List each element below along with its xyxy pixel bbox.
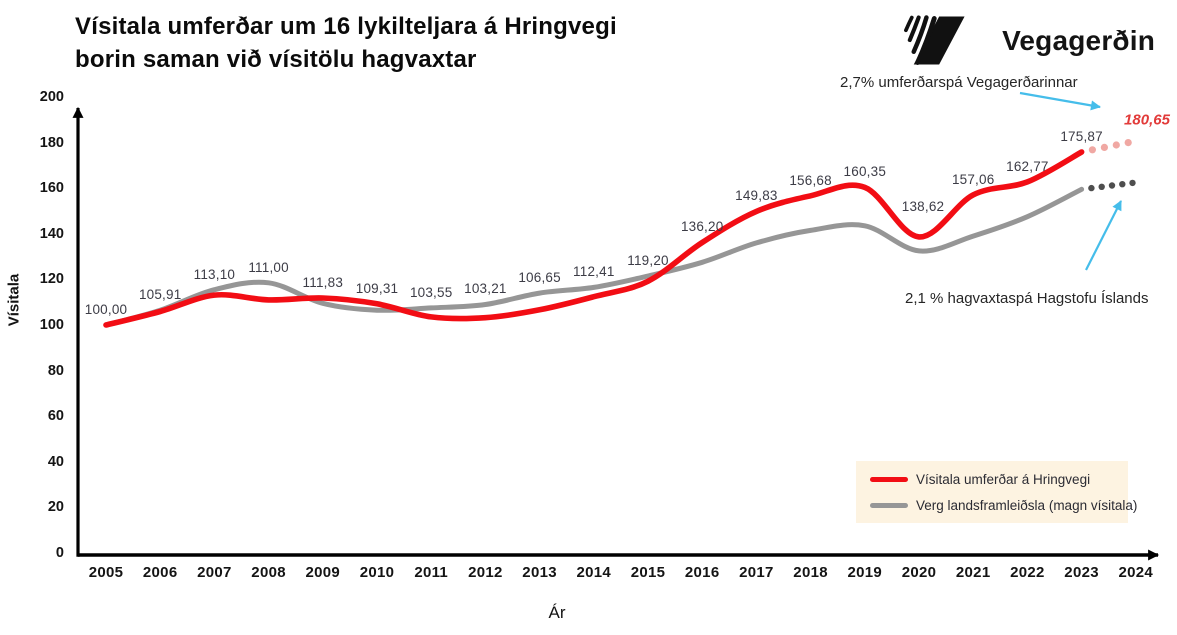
- data-label: 111,00: [248, 259, 289, 275]
- x-tick: 2019: [847, 564, 883, 581]
- x-tick: 2008: [251, 564, 286, 581]
- x-tick: 2015: [630, 564, 666, 581]
- chart-title: Vísitala umferðar um 16 lykilteljara á H…: [75, 11, 617, 76]
- data-label: 105,91: [138, 287, 182, 303]
- chart-title-line-2: borin saman við vísitölu hagvaxtar: [75, 45, 477, 73]
- x-tick: 2020: [901, 564, 937, 581]
- data-label: 149,83: [735, 188, 778, 204]
- legend-item-traffic: Vísitala umferðar á Hringvegi: [870, 472, 1128, 487]
- y-tick: 40: [47, 453, 64, 470]
- gdp-line-forecast-dot: [1119, 181, 1126, 188]
- chart-legend: Vísitala umferðar á Hringvegi Verg lands…: [856, 461, 1137, 523]
- traffic-line-forecast-dot: [1088, 146, 1096, 154]
- gdp-line: [103, 186, 1085, 328]
- legend-label-traffic: Vísitala umferðar á Hringvegi: [916, 471, 1091, 487]
- data-label: 100,00: [84, 302, 128, 317]
- x-tick: 2017: [739, 564, 774, 581]
- data-label: 112,41: [573, 264, 615, 280]
- legend-swatch-traffic: [870, 476, 908, 482]
- data-label: 103,21: [464, 281, 507, 297]
- vegagerdin-logo: Vegagerðin: [902, 13, 1155, 69]
- data-label: 162,77: [1006, 158, 1049, 174]
- x-tick: 2016: [684, 564, 720, 581]
- y-tick: 200: [39, 89, 64, 105]
- traffic-line-forecast-dot: [1124, 139, 1132, 147]
- y-tick: 180: [39, 134, 64, 151]
- y-tick: 160: [39, 180, 64, 197]
- traffic-line-forecast-dot: [1112, 141, 1120, 149]
- data-label: 103,55: [409, 284, 453, 300]
- x-tick: 2014: [576, 564, 612, 581]
- traffic-line-forecast-dot: [1100, 143, 1108, 151]
- y-tick: 120: [39, 271, 64, 288]
- x-tick: 2021: [955, 564, 991, 581]
- annotation-gdp-forecast: 2,1 % hagvaxtaspá Hagstofu Íslands: [905, 290, 1149, 307]
- traffic-line: [103, 149, 1085, 328]
- vegagerdin-logo-icon: [904, 15, 965, 65]
- x-tick: 2023: [1064, 564, 1099, 581]
- y-tick: 20: [47, 499, 64, 516]
- legend-item-gdp: Verg landsframleiðsla (magn vísitala): [870, 498, 1137, 513]
- data-label: 160,35: [843, 164, 887, 180]
- y-tick: 0: [55, 545, 64, 561]
- y-axis-label: Vísitala: [5, 273, 23, 327]
- vegagerdin-logo-text: Vegagerðin: [1002, 25, 1155, 56]
- x-tick: 2024: [1118, 564, 1154, 581]
- y-tick: 140: [39, 225, 64, 242]
- legend-label-gdp: Verg landsframleiðsla (magn vísitala): [916, 497, 1138, 513]
- y-tick: 60: [47, 408, 64, 425]
- gdp-line-forecast-dot: [1129, 179, 1136, 187]
- gdp-line-forecast-dot: [1108, 182, 1116, 189]
- y-tick: 80: [47, 362, 64, 379]
- x-tick: 2011: [414, 564, 449, 581]
- traffic-forecast-arrow: [1019, 91, 1101, 111]
- data-label: 106,65: [518, 270, 561, 286]
- data-label: 175,87: [1060, 129, 1103, 145]
- data-label: 119,20: [627, 252, 669, 268]
- gdp-line-forecast-dot: [1088, 184, 1095, 192]
- legend-swatch-gdp: [870, 502, 908, 508]
- gdp-forecast-arrow: [1085, 200, 1122, 271]
- data-label: 113,10: [193, 266, 236, 282]
- x-tick: 2018: [793, 564, 828, 581]
- x-tick: 2013: [522, 564, 557, 581]
- x-axis-label: Ár: [548, 603, 566, 622]
- x-tick: 2006: [142, 564, 178, 581]
- data-label: 156,68: [789, 172, 832, 188]
- data-label: 111,83: [302, 275, 344, 291]
- data-label: 109,31: [355, 280, 399, 296]
- gdp-line-forecast-dot: [1098, 183, 1105, 190]
- data-label: 157,06: [951, 171, 995, 187]
- x-tick: 2022: [1010, 564, 1045, 581]
- x-tick: 2012: [468, 564, 503, 581]
- x-tick: 2010: [359, 564, 395, 581]
- x-tick: 2005: [88, 564, 124, 581]
- data-label: 136,20: [680, 219, 724, 235]
- x-tick: 2007: [197, 564, 232, 581]
- chart-title-line-1: Vísitala umferðar um 16 lykilteljara á H…: [75, 13, 617, 40]
- forecast-value-label: 180,65: [1124, 111, 1170, 129]
- y-tick: 100: [39, 317, 64, 333]
- annotation-traffic-forecast: 2,7% umferðarspá Vegagerðarinnar: [840, 74, 1078, 91]
- data-label: 138,62: [901, 198, 945, 214]
- x-tick: 2009: [305, 564, 341, 581]
